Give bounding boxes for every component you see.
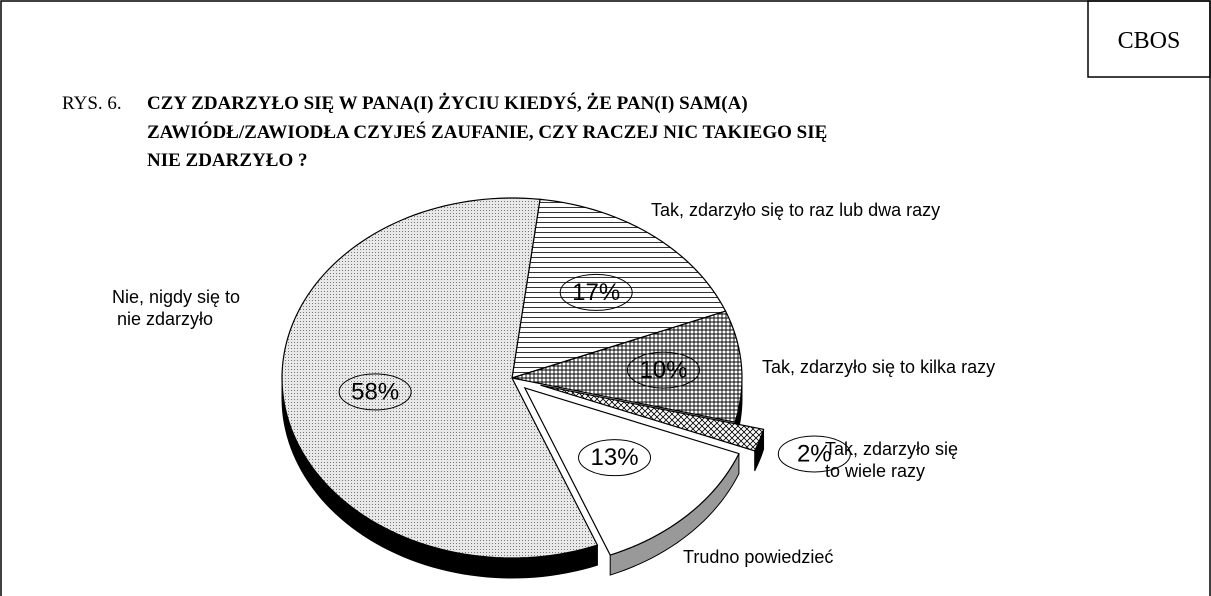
chart-title: ZAWIÓDŁ/ZAWIODŁA CZYJEŚ ZAUFANIE, CZY RA… [147, 121, 827, 143]
slice [511, 198, 727, 379]
label-bubble [559, 273, 633, 311]
slice [540, 384, 765, 452]
category-label: Trudno powiedzieć [683, 547, 834, 567]
category-label: Tak, zdarzyło się to raz lub dwa razy [651, 200, 941, 220]
category-label: Tak, zdarzyło się to wiele razy [825, 439, 959, 481]
value-label: 58% [351, 378, 399, 405]
value-label: 17% [572, 279, 620, 306]
label-bubble [338, 373, 412, 411]
category-label: Nie, nigdy się to nie zdarzyło [112, 287, 241, 329]
source: CBOS [1118, 28, 1181, 54]
label-bubble [777, 435, 851, 473]
figure-label: RYS. 6. [62, 93, 122, 114]
slice [523, 386, 740, 556]
chart-title: CZY ZDARZYŁO SIĘ W PANA(I) ŻYCIU KIEDYŚ,… [147, 92, 748, 114]
slice [281, 197, 599, 559]
value-label: 2% [797, 440, 832, 467]
source-box [1087, 0, 1211, 78]
chart-title: NIE ZDARZYŁO ? [147, 150, 307, 171]
value-label: 13% [591, 444, 639, 471]
value-label: 10% [639, 356, 687, 383]
label-bubble [578, 439, 652, 477]
slice [511, 310, 743, 423]
label-bubble [626, 351, 700, 389]
category-label: Tak, zdarzyło się to kilka razy [762, 357, 996, 377]
